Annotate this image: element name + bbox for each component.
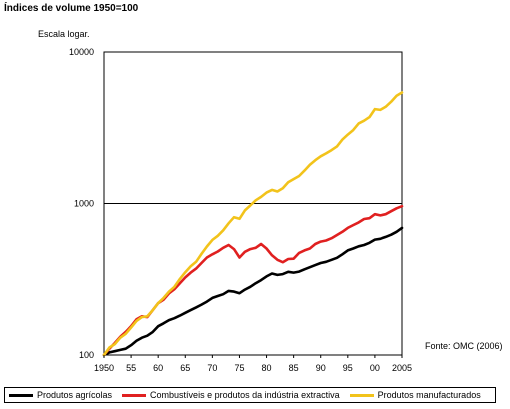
legend-swatch-manufactured bbox=[349, 393, 374, 397]
chart-svg: 100 1000 10000 1950 55 60 65 70 75 80 85 90 95 00 200… bbox=[69, 47, 412, 373]
x-tick-label-3: 65 bbox=[180, 363, 190, 373]
x-axis-ticks: 1950 55 60 65 70 75 80 85 90 95 00 2005 bbox=[94, 355, 412, 373]
legend: Produtos agrícolas Combustíveis e produt… bbox=[4, 387, 496, 403]
legend-swatch-fuels bbox=[122, 393, 147, 397]
series-layer bbox=[102, 91, 404, 357]
x-tick-label-10: 00 bbox=[370, 363, 380, 373]
x-tick-label-6: 80 bbox=[262, 363, 272, 373]
legend-label-manufactured: Produtos manufacturados bbox=[377, 390, 481, 400]
x-tick-label-8: 90 bbox=[316, 363, 326, 373]
y-tick-label-0: 100 bbox=[79, 350, 94, 360]
scale-note: Escala logar. bbox=[38, 29, 90, 39]
source-note: Fonte: OMC (2006) bbox=[425, 341, 503, 351]
x-tick-label-4: 70 bbox=[207, 363, 217, 373]
x-tick-label-0: 1950 bbox=[94, 363, 114, 373]
series-line-2 bbox=[102, 91, 404, 357]
legend-item-fuels: Combustíveis e produtos da indústria ext… bbox=[122, 390, 340, 400]
legend-label-fuels: Combustíveis e produtos da indústria ext… bbox=[150, 390, 340, 400]
legend-item-manufactured: Produtos manufacturados bbox=[349, 390, 481, 400]
y-axis-ticks: 100 1000 10000 bbox=[69, 47, 94, 360]
legend-label-agricultural: Produtos agrícolas bbox=[37, 390, 113, 400]
y-tick-label-2: 10000 bbox=[69, 47, 94, 57]
x-tick-label-7: 85 bbox=[289, 363, 299, 373]
x-tick-label-9: 95 bbox=[343, 363, 353, 373]
chart-title: Índices de volume 1950=100 bbox=[4, 3, 139, 14]
x-tick-label-5: 75 bbox=[234, 363, 244, 373]
x-tick-label-1: 55 bbox=[126, 363, 136, 373]
x-tick-label-2: 60 bbox=[153, 363, 163, 373]
legend-item-agricultural: Produtos agrícolas bbox=[9, 390, 112, 400]
x-tick-label-11: 2005 bbox=[392, 363, 412, 373]
series-line-1 bbox=[102, 204, 404, 357]
plot-frame bbox=[103, 51, 403, 356]
legend-swatch-agricultural bbox=[9, 393, 33, 397]
y-tick-label-1: 1000 bbox=[74, 199, 94, 209]
series-line-0 bbox=[102, 226, 404, 357]
